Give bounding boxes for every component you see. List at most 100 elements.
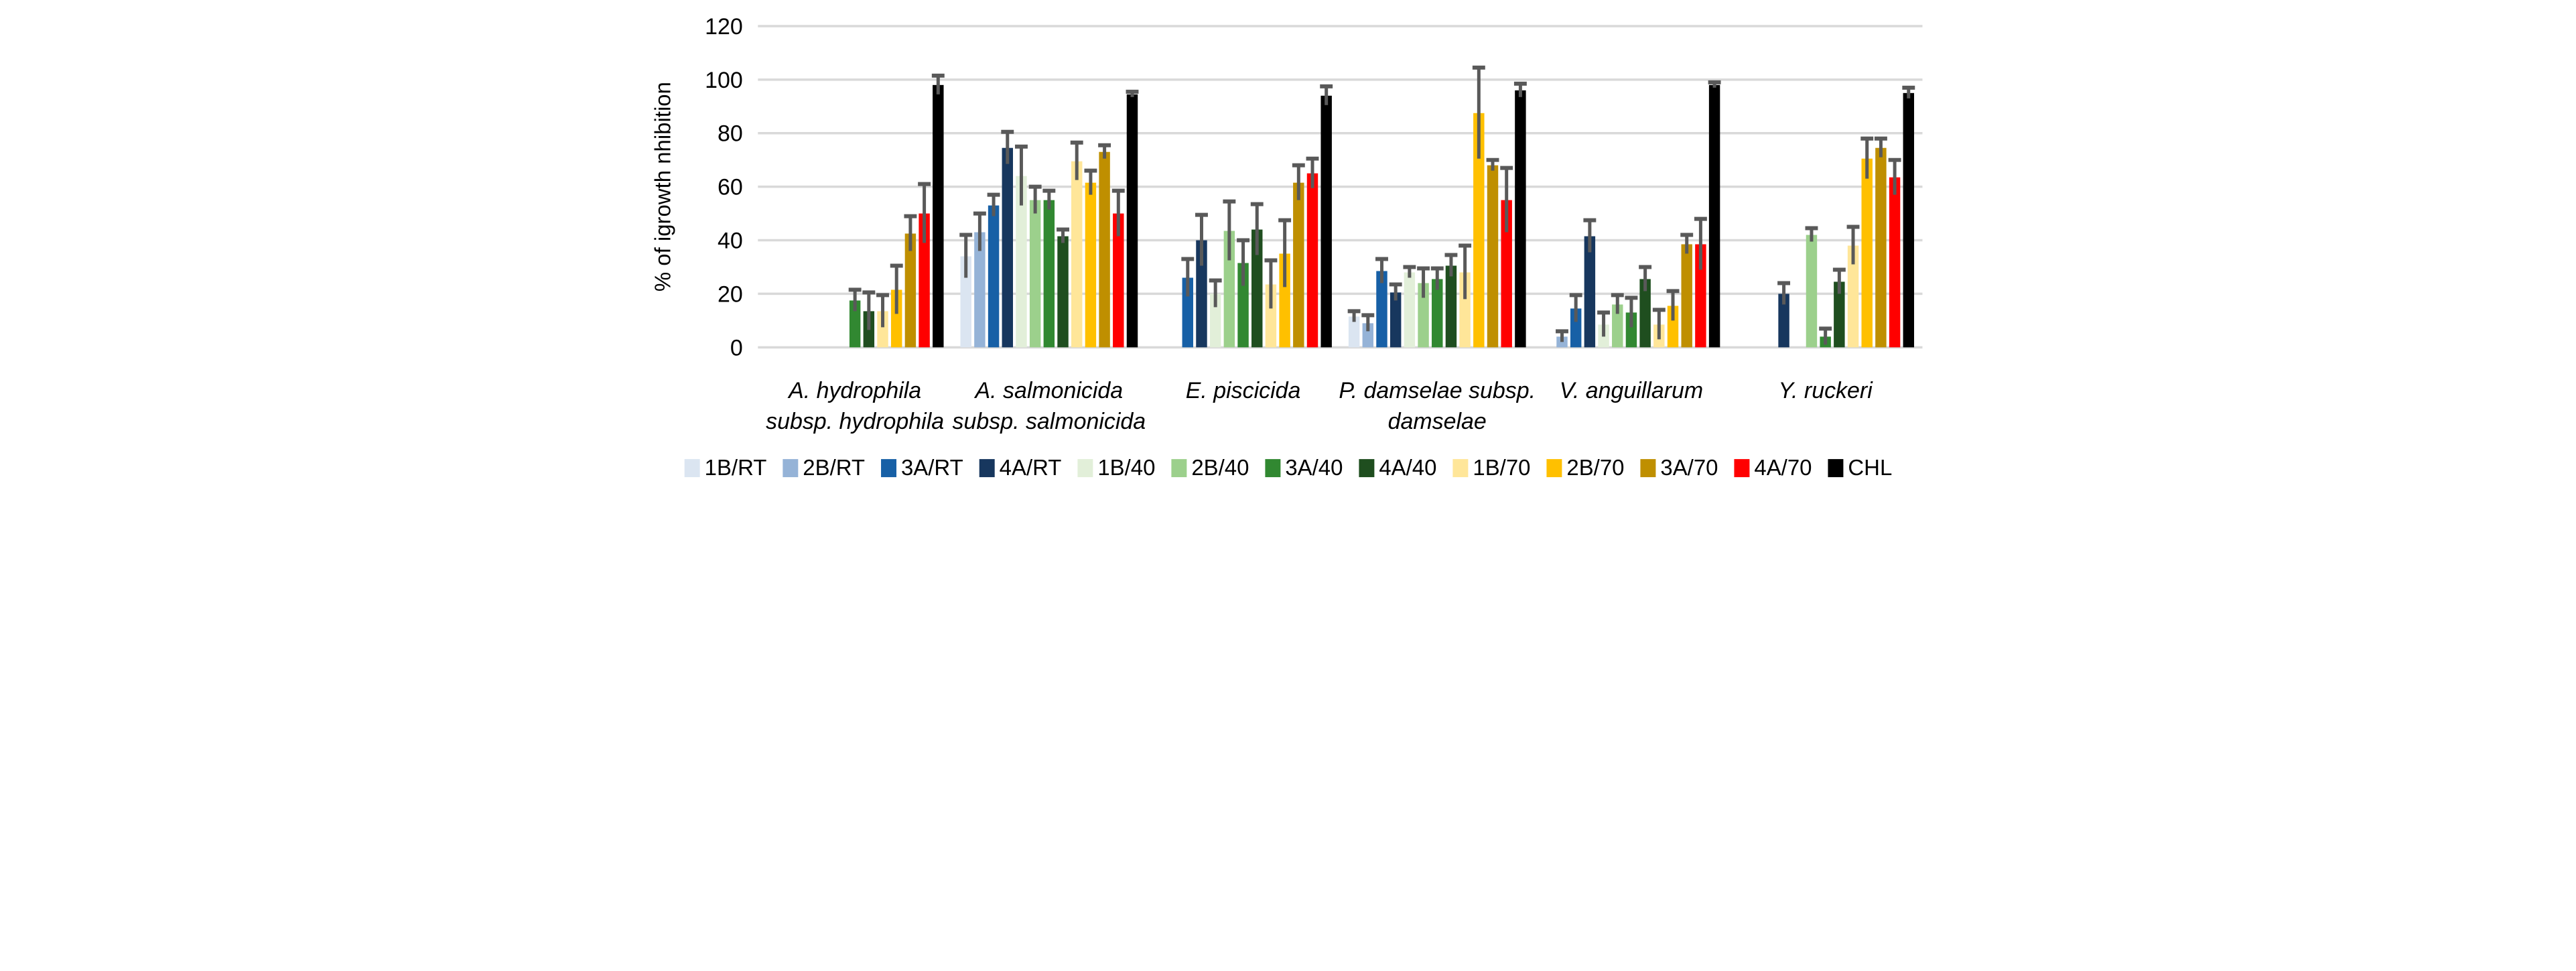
x-category-label: Y. ruckeri bbox=[1778, 378, 1873, 403]
bar bbox=[1708, 84, 1720, 348]
bar bbox=[1875, 147, 1887, 348]
y-tick-label: 80 bbox=[718, 121, 743, 147]
x-category-label: subsp. hydrophila bbox=[766, 409, 944, 434]
bar bbox=[1667, 306, 1678, 348]
bar bbox=[1112, 213, 1124, 348]
bar bbox=[1029, 200, 1040, 348]
x-axis-category-labels: A. hydrophila subsp. hydrophila A. salmoni… bbox=[766, 378, 1873, 434]
bar bbox=[1195, 240, 1207, 348]
bar bbox=[1833, 281, 1845, 348]
legend-item: 1B/70 bbox=[1452, 455, 1530, 480]
legend: 1B/RT 2B/RT 3A/RT 4A/RT 1B/40 2B/40 3A/40 4A/40… bbox=[684, 455, 1892, 480]
bar bbox=[1694, 244, 1706, 348]
bar bbox=[1639, 279, 1651, 348]
legend-label: 3A/40 bbox=[1285, 455, 1343, 480]
bar bbox=[1251, 229, 1262, 348]
x-category-label: A. salmonicida bbox=[973, 378, 1123, 403]
x-category-label: V. anguillarum bbox=[1559, 378, 1702, 403]
bar bbox=[1889, 177, 1900, 348]
bar bbox=[1182, 277, 1193, 348]
legend-swatch bbox=[1733, 459, 1749, 478]
bar bbox=[1777, 294, 1789, 348]
legend-swatch bbox=[1827, 459, 1843, 478]
bar bbox=[1404, 272, 1415, 348]
legend-label: 2B/70 bbox=[1566, 455, 1624, 480]
x-category-label: damselae bbox=[1387, 409, 1486, 434]
error-bars bbox=[848, 65, 1915, 345]
x-category-label: P. damselae subsp. bbox=[1339, 378, 1536, 403]
bar bbox=[1306, 173, 1318, 348]
bar bbox=[1015, 176, 1027, 348]
legend-swatch bbox=[1077, 459, 1093, 478]
legend-item: 2B/40 bbox=[1170, 455, 1249, 480]
legend-swatch bbox=[1264, 459, 1280, 478]
bar bbox=[1098, 151, 1110, 348]
bars bbox=[849, 84, 1914, 348]
legend-label: 1B/70 bbox=[1473, 455, 1530, 480]
bar bbox=[1348, 316, 1359, 348]
bar bbox=[1209, 294, 1221, 348]
bar bbox=[1375, 271, 1387, 348]
bar bbox=[1085, 182, 1096, 348]
y-tick-label: 100 bbox=[705, 68, 743, 93]
legend-swatch bbox=[782, 459, 798, 478]
y-axis-title: % of igrowth nhibition bbox=[650, 82, 675, 292]
bar bbox=[1680, 244, 1692, 348]
bar bbox=[1278, 253, 1290, 348]
legend-label: 3A/70 bbox=[1660, 455, 1718, 480]
bar bbox=[1487, 165, 1498, 348]
legend-label: 2B/40 bbox=[1191, 455, 1249, 480]
legend-swatch bbox=[979, 459, 995, 478]
bar bbox=[918, 213, 930, 348]
bar bbox=[1071, 161, 1082, 348]
y-tick-label: 40 bbox=[718, 229, 743, 254]
bar bbox=[1500, 200, 1512, 348]
bar bbox=[1362, 323, 1373, 348]
legend-item: 4A/70 bbox=[1733, 455, 1812, 480]
legend-label: 4A/40 bbox=[1379, 455, 1436, 480]
bar bbox=[973, 232, 986, 348]
bar bbox=[1584, 236, 1595, 348]
bar bbox=[1292, 182, 1304, 348]
bar bbox=[1625, 312, 1637, 348]
legend-item: 3A/RT bbox=[880, 455, 963, 480]
x-category-label: subsp. salmonicida bbox=[952, 409, 1146, 434]
bar bbox=[1611, 304, 1623, 348]
legend-label: 1B/40 bbox=[1097, 455, 1155, 480]
bar bbox=[1265, 284, 1276, 348]
bar bbox=[988, 205, 999, 348]
bar bbox=[1445, 265, 1456, 348]
bar bbox=[1431, 279, 1442, 348]
growth-inhibition-bar-chart: 0 20 40 60 80 100 120 % of igrowth nhibition A… bbox=[650, 14, 1923, 480]
growth-inhibition-figure: 0 20 40 60 80 100 120 % of igrowth nhibition A… bbox=[645, 0, 1931, 485]
bar bbox=[1806, 235, 1817, 348]
legend-label: 3A/RT bbox=[900, 455, 963, 480]
legend-swatch bbox=[1452, 459, 1468, 478]
legend-swatch bbox=[1546, 459, 1562, 478]
legend-swatch bbox=[1639, 459, 1655, 478]
legend-swatch bbox=[1170, 459, 1187, 478]
legend-swatch bbox=[880, 459, 896, 478]
bar bbox=[1417, 283, 1429, 348]
x-category-label: A. hydrophila bbox=[787, 378, 921, 403]
bar bbox=[1002, 147, 1013, 348]
bar bbox=[1570, 308, 1581, 348]
legend-item: 3A/70 bbox=[1639, 455, 1718, 480]
legend-item: 2B/RT bbox=[782, 455, 865, 480]
gridlines bbox=[757, 25, 1923, 349]
bar bbox=[890, 289, 902, 348]
legend-item: 4A/RT bbox=[979, 455, 1061, 480]
bar bbox=[1126, 94, 1138, 348]
legend-label: 4A/70 bbox=[1754, 455, 1812, 480]
bar bbox=[1514, 90, 1526, 348]
legend-item: 4A/40 bbox=[1358, 455, 1436, 480]
legend-swatch bbox=[684, 459, 700, 478]
legend-item: 3A/40 bbox=[1264, 455, 1343, 480]
bar bbox=[1459, 272, 1471, 348]
legend-item: 2B/70 bbox=[1546, 455, 1624, 480]
bar bbox=[932, 84, 944, 348]
bar bbox=[1903, 92, 1914, 348]
bar bbox=[1389, 292, 1401, 348]
bar bbox=[1043, 200, 1055, 348]
legend-item: 1B/40 bbox=[1077, 455, 1155, 480]
